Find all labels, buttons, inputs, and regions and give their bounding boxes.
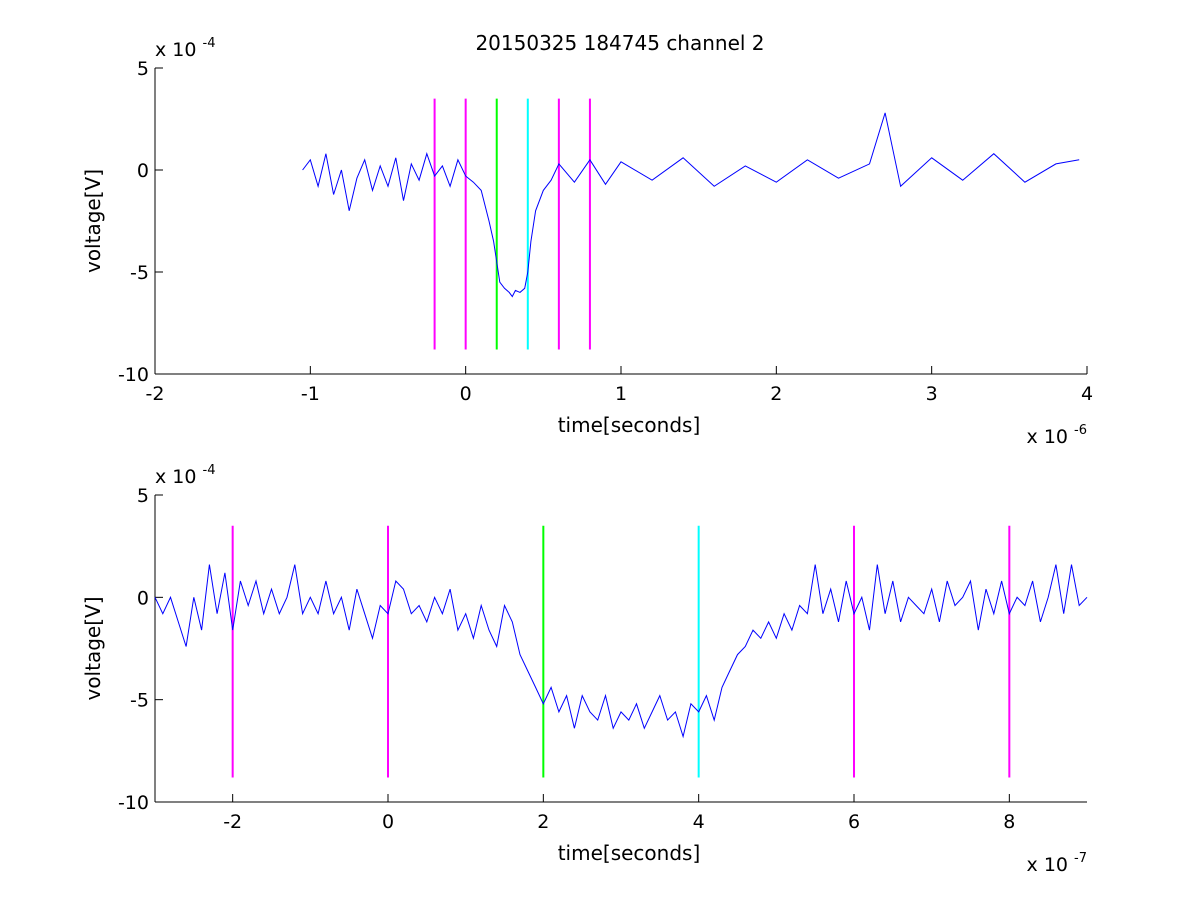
chart-2-y-exponent: -4 [203,463,216,478]
chart-2-x-exponent-label: x 10 -7 [1027,851,1087,876]
chart-1-x-axis-label: time[seconds] [558,413,701,437]
figure-title: 20150325 184745 channel 2 [475,31,764,55]
chart-2-y-tick-label: -5 [130,690,149,712]
chart-2-x-tick-label: 0 [382,811,394,833]
chart-2-y-exponent-label: x 10 -4 [155,463,215,488]
chart-2-y-tick-label: -10 [118,792,149,814]
chart-1-x-tick-label: 1 [615,383,627,405]
chart-1-y-exponent: -4 [203,36,216,51]
top-axes: -2 -1 0 1 2 3 450-5-10time[seconds]voltage[V]x… [81,36,1093,448]
chart-1-x-tick-label: -2 [146,383,165,405]
chart-2-x-exponent: -7 [1074,851,1087,866]
chart-2-x-axis-label: time[seconds] [558,841,701,865]
chart-1-y-tick-label: -5 [130,262,149,284]
chart-1-x-exponent: -6 [1074,423,1087,438]
chart-1-y-tick-label: 5 [137,58,149,80]
chart-1-x-tick-label: 3 [926,383,938,405]
bottom-axes: -2 0 2 4 6 8 5 0 -5 -10 time[seconds] voltage[V] x 1… [81,463,1088,876]
chart-1-x-exponent-label: x 10 -6 [1027,423,1087,448]
chart-2-x-tick-label: -2 [223,811,242,833]
chart-1-signal-line [302,112,1080,298]
chart-1-y-axis-label: voltage[V] [81,169,105,273]
chart-1-x-tick-label: 2 [770,383,782,405]
chart-1-y-tick-label: 0 [137,160,149,182]
chart-2-x-tick-label: 2 [537,811,549,833]
chart-1-y-exponent-label: x 10 -4 [155,36,215,61]
chart-1-x-tick-label: 0 [460,383,472,405]
chart-2-signal-line [154,564,1088,739]
chart-1-y-tick-label: -10 [118,364,149,386]
chart-2-x-tick-label: 4 [693,811,705,833]
chart-2-x-tick-label: 8 [1003,811,1015,833]
chart-2-y-tick-label: 5 [137,485,149,507]
chart-2-y-axis-label: voltage[V] [81,596,105,700]
chart-2-y-tick-label: 0 [137,587,149,609]
chart-1-x-tick-label: 4 [1081,383,1093,405]
chart-1-x-tick-label: -1 [301,383,320,405]
chart-2-x-tick-label: 6 [848,811,860,833]
